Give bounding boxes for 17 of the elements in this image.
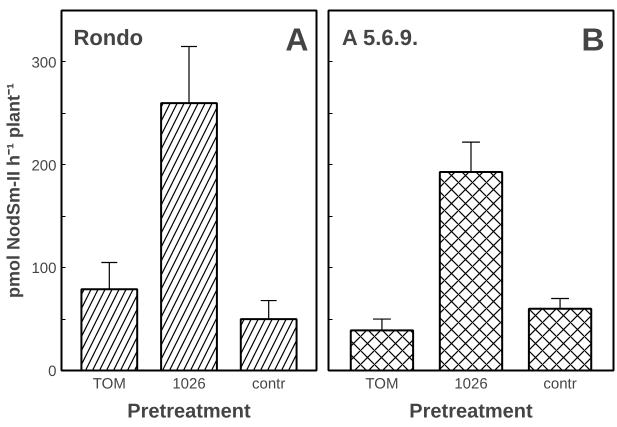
- x-tick-label: contr: [252, 376, 286, 392]
- x-axis-title: Pretreatment: [409, 400, 534, 422]
- y-tick-label: 0: [48, 363, 56, 380]
- y-tick-label: 300: [31, 54, 57, 72]
- x-tick-label: TOM: [365, 376, 398, 392]
- text: A 5.6.9.: [342, 25, 418, 50]
- x-axis-title: Pretreatment: [127, 400, 252, 422]
- annotation: A: [285, 21, 309, 58]
- y-tick-label: 200: [31, 157, 57, 174]
- annotation: B: [581, 21, 605, 58]
- x-tick-label: 1026: [454, 376, 488, 392]
- x-tick-label: contr: [543, 376, 577, 392]
- x-tick-label: TOM: [92, 376, 126, 392]
- y-axis-title: pmol NodSm-II h⁻¹ plant⁻¹: [3, 83, 24, 298]
- y-tick-label: 100: [31, 260, 57, 278]
- x-tick-label: 1026: [172, 376, 206, 392]
- text: Rondo: [73, 25, 144, 50]
